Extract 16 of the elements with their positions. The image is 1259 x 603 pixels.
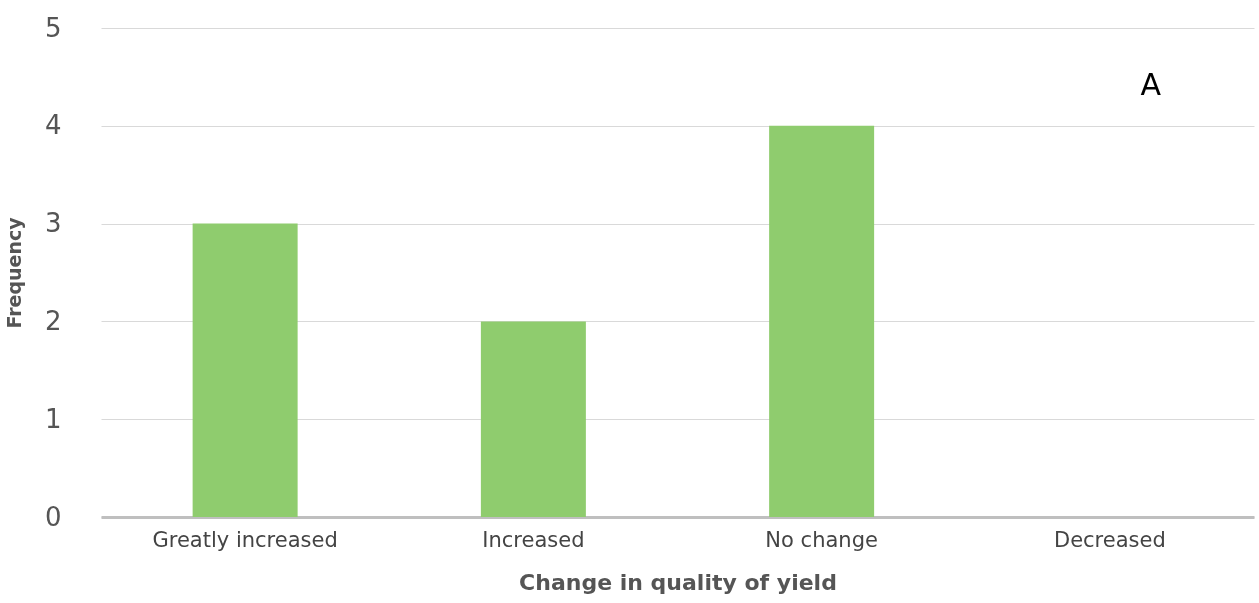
x-tick-label: Increased xyxy=(482,527,585,552)
bar xyxy=(480,321,586,517)
x-tick-label: Decreased xyxy=(1053,527,1166,552)
annotation: A xyxy=(1140,67,1162,102)
bar xyxy=(192,223,298,517)
x-axis-title: Change in quality of yield xyxy=(519,569,837,595)
x-tick-label: No change xyxy=(765,527,878,552)
bar xyxy=(769,125,875,517)
y-tick-label: 0 xyxy=(44,501,62,532)
y-tick-label: 1 xyxy=(44,403,62,434)
x-tick-label: Greatly increased xyxy=(152,527,338,552)
y-tick-label: 5 xyxy=(44,12,62,43)
y-axis-title: Frequency xyxy=(2,216,25,329)
y-tick-label: 4 xyxy=(44,110,62,141)
y-tick-label: 3 xyxy=(44,208,62,239)
y-tick-label: 2 xyxy=(44,305,62,336)
